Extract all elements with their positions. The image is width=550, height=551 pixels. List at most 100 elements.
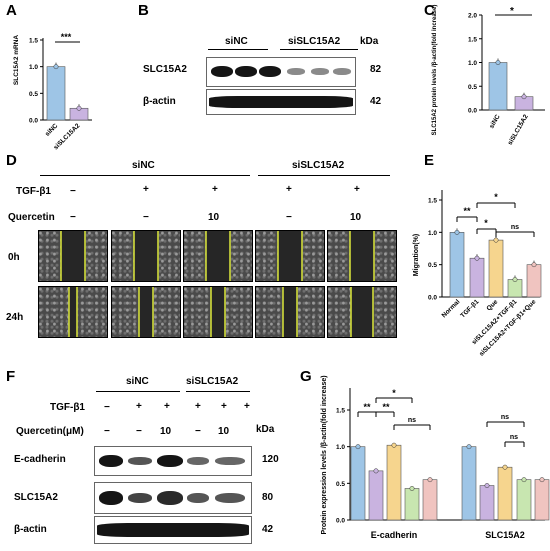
chart-a-tick-label: 0.5 [29, 91, 38, 98]
chart-a-sig: *** [61, 32, 72, 42]
wound-d-que-0: − [70, 212, 76, 223]
blot-f-row3: β-actin [14, 524, 47, 535]
blot-b-col-sinc: siNC [225, 36, 248, 47]
chart-e-bar [488, 239, 504, 298]
chart-g-xtick-0: E-cadherin [371, 530, 418, 540]
chart-g-point [373, 468, 379, 474]
chart-e-point [512, 277, 518, 282]
blot-f-que-3: − [195, 426, 201, 437]
blot-f-row-tgf: TGF-β1 [50, 402, 85, 413]
chart-e-tick-label: 1.5 [428, 198, 437, 205]
chart-g-point [502, 464, 508, 470]
wound-image [111, 286, 181, 338]
blot-f-kda-80: 80 [262, 492, 274, 503]
wound-image [183, 286, 253, 338]
chart-a-tick-label: 1.5 [29, 38, 38, 45]
chart-g-point [539, 477, 545, 483]
chart-c-sig: * [510, 6, 514, 17]
blot-f-tgf-4: + [221, 401, 227, 412]
panel-a-label: A [6, 2, 17, 19]
chart-c: SLC15A2 protein levels /β-actin(fold inc… [432, 5, 545, 146]
blot-f-que-1: − [136, 426, 142, 437]
chart-g-point [391, 442, 397, 448]
chart-g-point [427, 477, 433, 483]
chart-g-sig-e4: ns [408, 417, 416, 424]
chart-g-bar [479, 485, 495, 521]
wound-d-group1: siNC [132, 160, 155, 171]
blot-f-que-2: 10 [160, 426, 172, 437]
blot-b-actin [206, 89, 356, 115]
blot-f-tgf-1: + [136, 401, 142, 412]
wound-image [183, 230, 253, 282]
chart-g-tick-label: 1.0 [336, 444, 345, 451]
chart-g-tick-label: 1.5 [336, 408, 345, 415]
chart-a-tick-label: 1.0 [29, 64, 38, 71]
chart-e-xtick-0: Normal [441, 298, 462, 319]
chart-e-ylabel: Migration(%) [413, 234, 420, 276]
wound-d-tgf-1: + [143, 184, 149, 195]
blot-f-tgf-0: − [104, 402, 110, 413]
chart-e-bar [449, 232, 465, 298]
blot-f-tgf-5: + [244, 401, 250, 412]
blot-f-kda-42: 42 [262, 524, 274, 535]
chart-e-point [474, 255, 480, 261]
chart-g-xtick-1: SLC15A2 [485, 530, 525, 540]
chart-a-ylabel: SLC15A2 mRNA [13, 35, 20, 86]
wound-d-time-0h: 0h [8, 252, 20, 263]
blot-b-kda-82: 82 [370, 64, 382, 75]
chart-g-ylabel: Protein expression levels /β-actin(fold … [321, 375, 328, 534]
blot-b-row2: β-actin [143, 96, 176, 107]
wound-d-tgf-4: + [354, 184, 360, 195]
wound-d-tgf-3: + [286, 184, 292, 195]
chart-c-tick-label: 0.5 [468, 84, 477, 91]
wound-d-tgf-2: + [212, 184, 218, 195]
chart-g-point [521, 477, 527, 483]
wound-d-que-2: 10 [208, 212, 220, 223]
chart-a-point [53, 64, 59, 70]
panel-c-label: C [424, 2, 435, 19]
blot-f-kda: kDa [256, 424, 275, 435]
wound-image [38, 286, 108, 338]
blot-b-col-sislc: siSLC15A2 [288, 36, 341, 47]
panel-g-label: G [300, 368, 312, 385]
chart-g-sig-s2: ns [510, 434, 518, 441]
wound-d-que-4: 10 [350, 212, 362, 223]
panel-b-label: B [138, 2, 149, 19]
blot-f-group2: siSLC15A2 [186, 376, 239, 387]
chart-c-tick-label: 1.0 [468, 60, 477, 67]
chart-g-point [484, 483, 490, 488]
blot-f-kda-120: 120 [262, 454, 279, 465]
chart-e-sig-3: * [494, 192, 498, 202]
panel-f-label: F [6, 368, 16, 385]
chart-e-point [531, 262, 537, 268]
chart-e-point [493, 237, 499, 243]
chart-g-bar [516, 479, 532, 521]
blot-f-tgf-2: + [164, 401, 170, 412]
chart-c-xtick-0: siNC [488, 113, 502, 130]
blot-f-ecadherin [94, 446, 252, 476]
blot-b-kda: kDa [360, 36, 379, 47]
wound-d-row-que: Quercetin [8, 212, 55, 223]
wound-image [255, 230, 325, 282]
chart-e-sig-2: * [484, 218, 488, 228]
blot-f-que-4: 10 [218, 426, 230, 437]
wound-d-que-3: − [286, 212, 292, 223]
chart-e-tick-label: 1.0 [428, 230, 437, 237]
chart-c-point [521, 94, 527, 100]
chart-e-point [454, 229, 460, 235]
panel-d-label: D [6, 152, 17, 169]
chart-e-bar [507, 279, 523, 298]
blot-f-que-0: − [104, 426, 110, 437]
wound-d-tgf-0: − [70, 186, 76, 197]
chart-e-bar [526, 264, 542, 298]
chart-g-bar [386, 444, 402, 521]
blot-b-kda-42: 42 [370, 96, 382, 107]
chart-g-bar [497, 466, 513, 521]
chart-g-bar [461, 446, 477, 521]
panel-e-label: E [424, 152, 435, 169]
wound-d-que-1: − [143, 212, 149, 223]
chart-g-bar [350, 446, 366, 521]
chart-g-sig-e3: * [392, 388, 396, 398]
chart-g-sig-e1: ** [363, 402, 371, 412]
blot-f-slc15a2 [94, 482, 252, 514]
